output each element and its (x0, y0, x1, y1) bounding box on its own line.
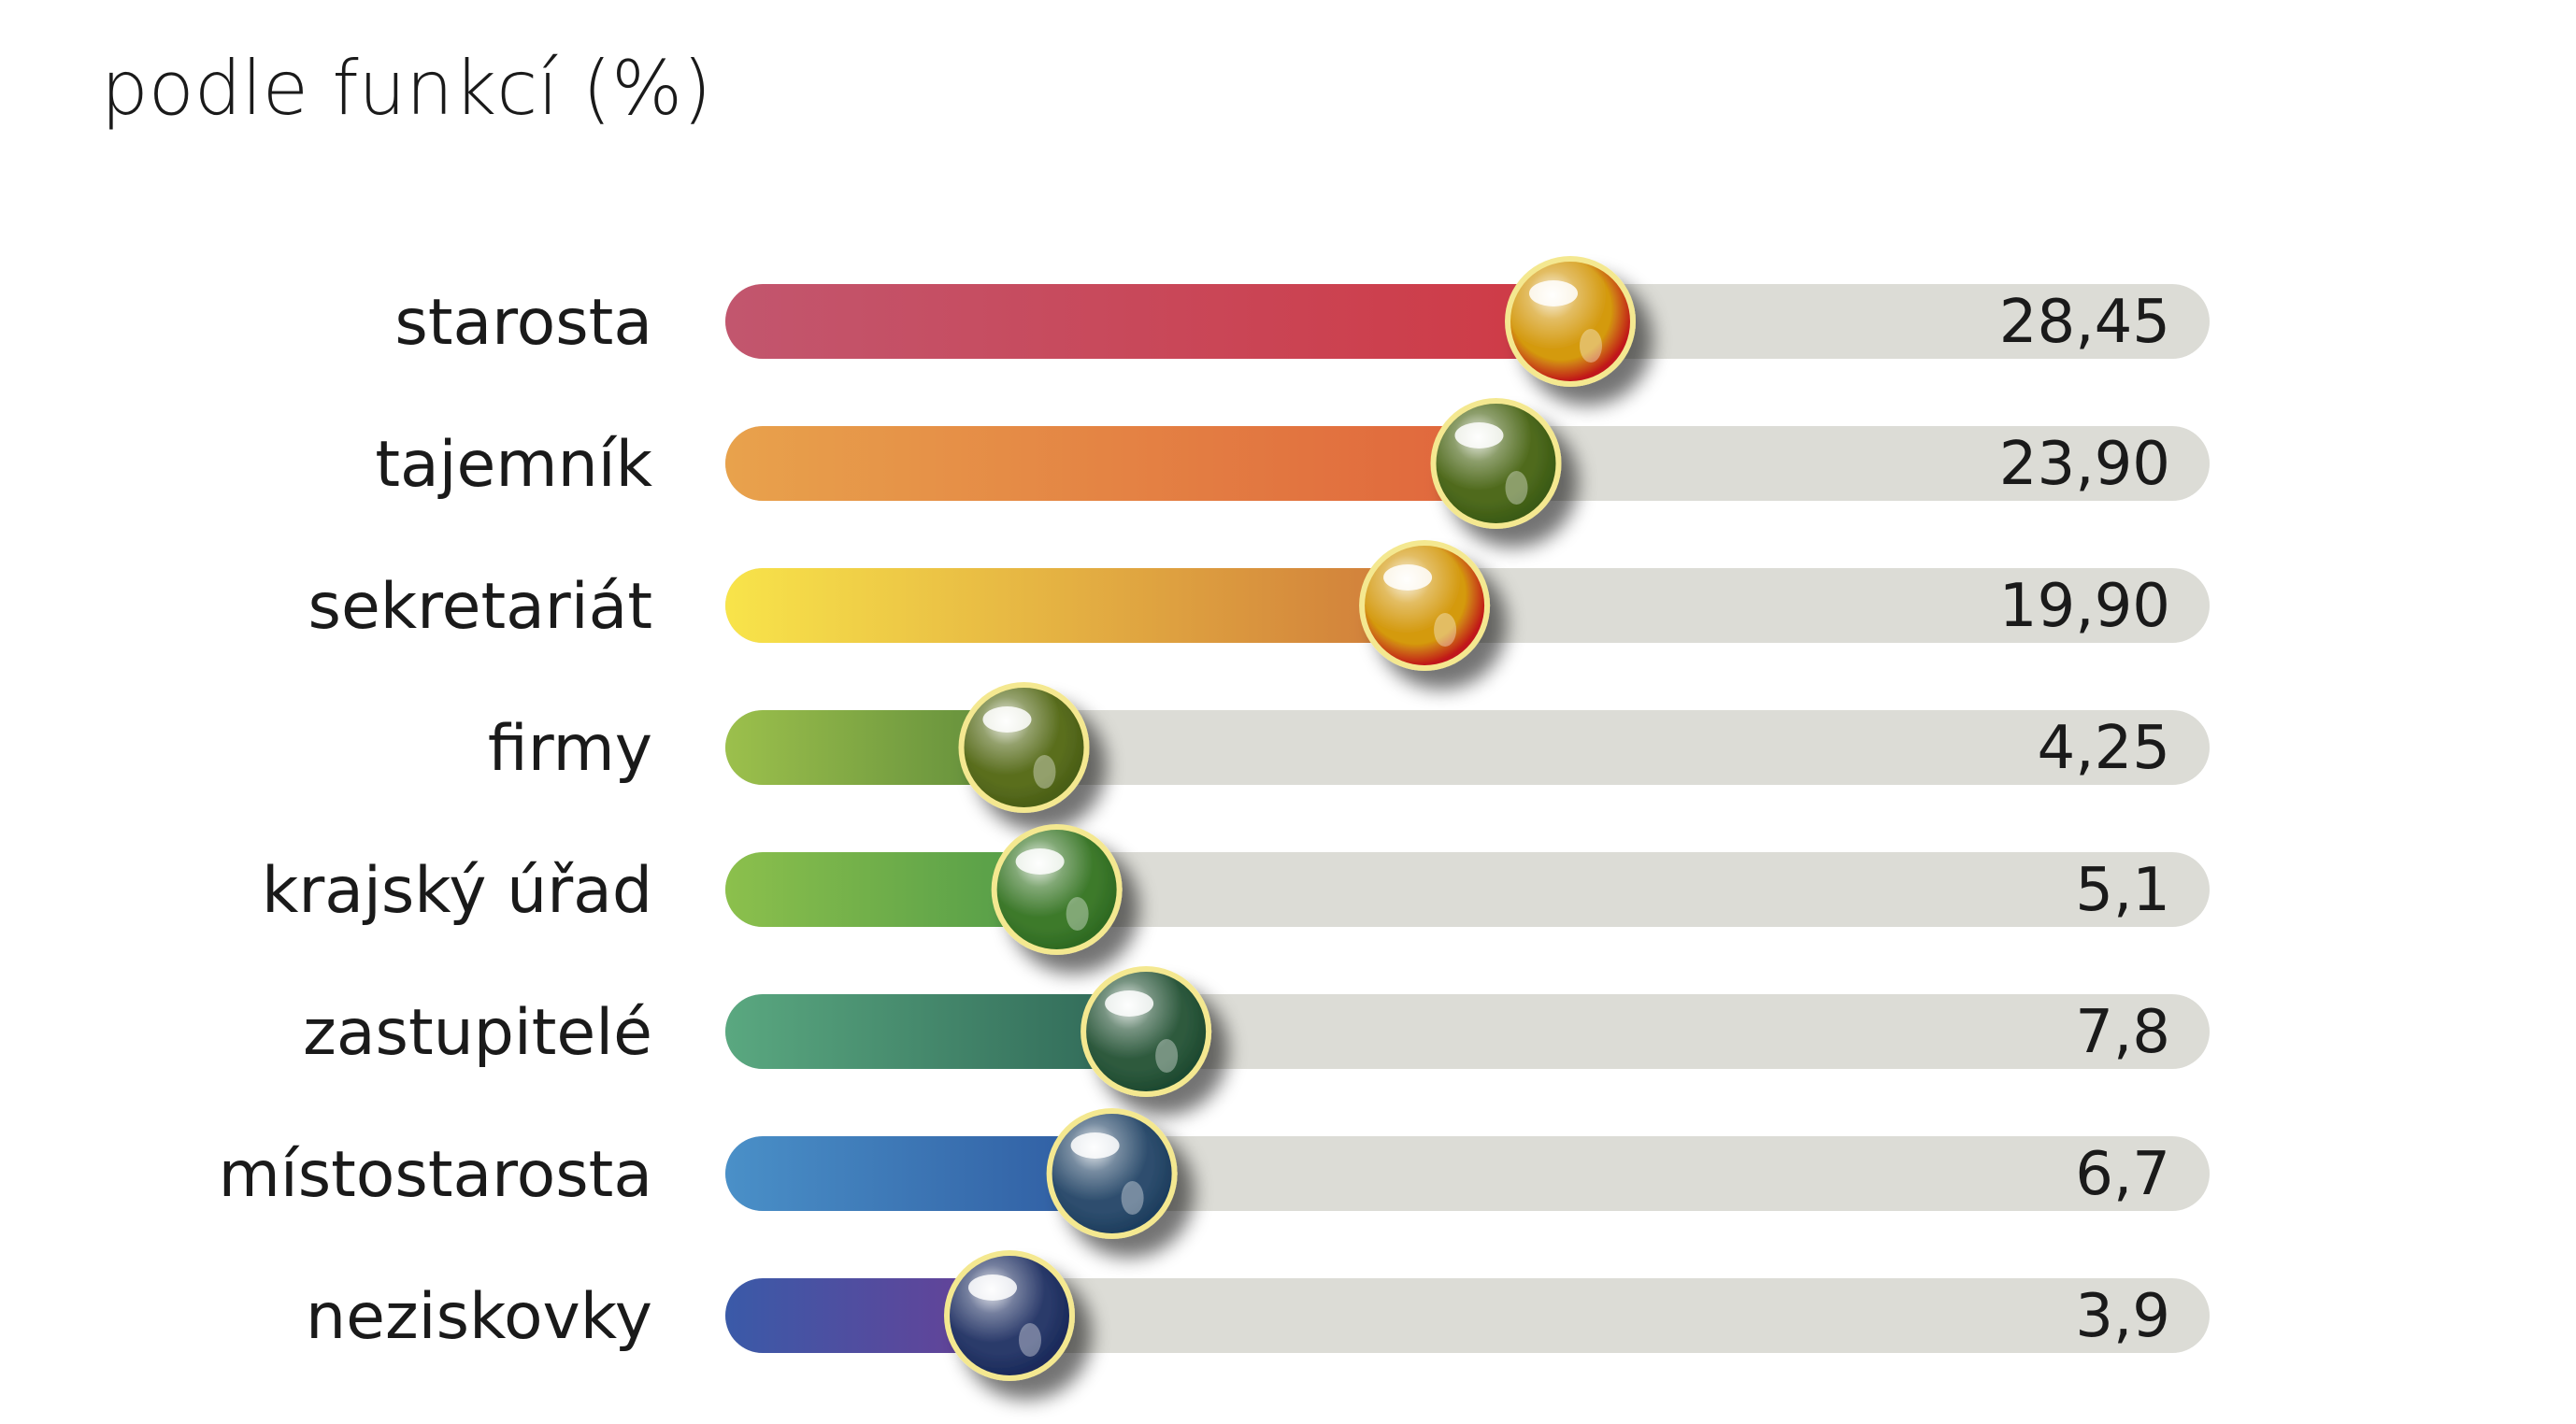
bar-row: tajemník 23,90 (375, 398, 2210, 529)
bar-marker-ball (991, 824, 1123, 955)
bar-marker-ball (944, 1250, 1075, 1381)
value-label: 3,9 (2075, 1282, 2170, 1351)
category-label: místostarosta (219, 1138, 652, 1212)
value-label: 19,90 (1999, 572, 2170, 641)
bar-track (725, 1278, 2210, 1353)
bar-track (725, 710, 2210, 785)
bar-marker-ball (958, 682, 1090, 813)
bar-marker-ball (1359, 540, 1491, 671)
bar-row: sekretariát 19,90 (308, 540, 2210, 671)
bar-fill (725, 1136, 1112, 1211)
bar-row: místostarosta 6,7 (219, 1108, 2210, 1239)
bar-marker-ball (1430, 398, 1562, 529)
bar-row: zastupitelé 7,8 (303, 966, 2210, 1097)
category-label: zastupitelé (303, 996, 652, 1070)
bar-fill (725, 284, 1570, 359)
bar-marker-ball (1046, 1108, 1178, 1239)
bar-row: starosta 28,45 (394, 256, 2210, 387)
category-label: krajský úřad (262, 854, 652, 928)
chart-title: podle funkcí (%) (101, 45, 711, 132)
value-label: 23,90 (1999, 430, 2170, 499)
bar-marker-ball (1505, 256, 1636, 387)
bar-marker-ball (1080, 966, 1212, 1097)
value-label: 28,45 (1999, 288, 2170, 357)
bar-fill (725, 568, 1425, 643)
value-label: 6,7 (2075, 1140, 2170, 1209)
bar-row: krajský úřad 5,1 (262, 824, 2210, 955)
bar-fill (725, 994, 1147, 1069)
category-label: starosta (394, 286, 652, 360)
category-label: sekretariát (308, 570, 652, 644)
category-label: neziskovky (306, 1280, 652, 1354)
bar-fill (725, 426, 1496, 501)
bar-fill (725, 1278, 1009, 1353)
bars-layer: starosta 28,45 tajemník 23,90 sekretariát 19,… (219, 256, 2210, 1381)
value-label: 7,8 (2075, 998, 2170, 1067)
bar-row: firmy 4,25 (488, 682, 2210, 813)
bar-fill (725, 852, 1057, 927)
category-label: firmy (488, 712, 652, 786)
bar-row: neziskovky 3,9 (306, 1250, 2210, 1381)
value-label: 5,1 (2075, 856, 2170, 925)
bar-fill (725, 710, 1024, 785)
category-label: tajemník (375, 428, 652, 502)
value-label: 4,25 (2038, 714, 2171, 783)
